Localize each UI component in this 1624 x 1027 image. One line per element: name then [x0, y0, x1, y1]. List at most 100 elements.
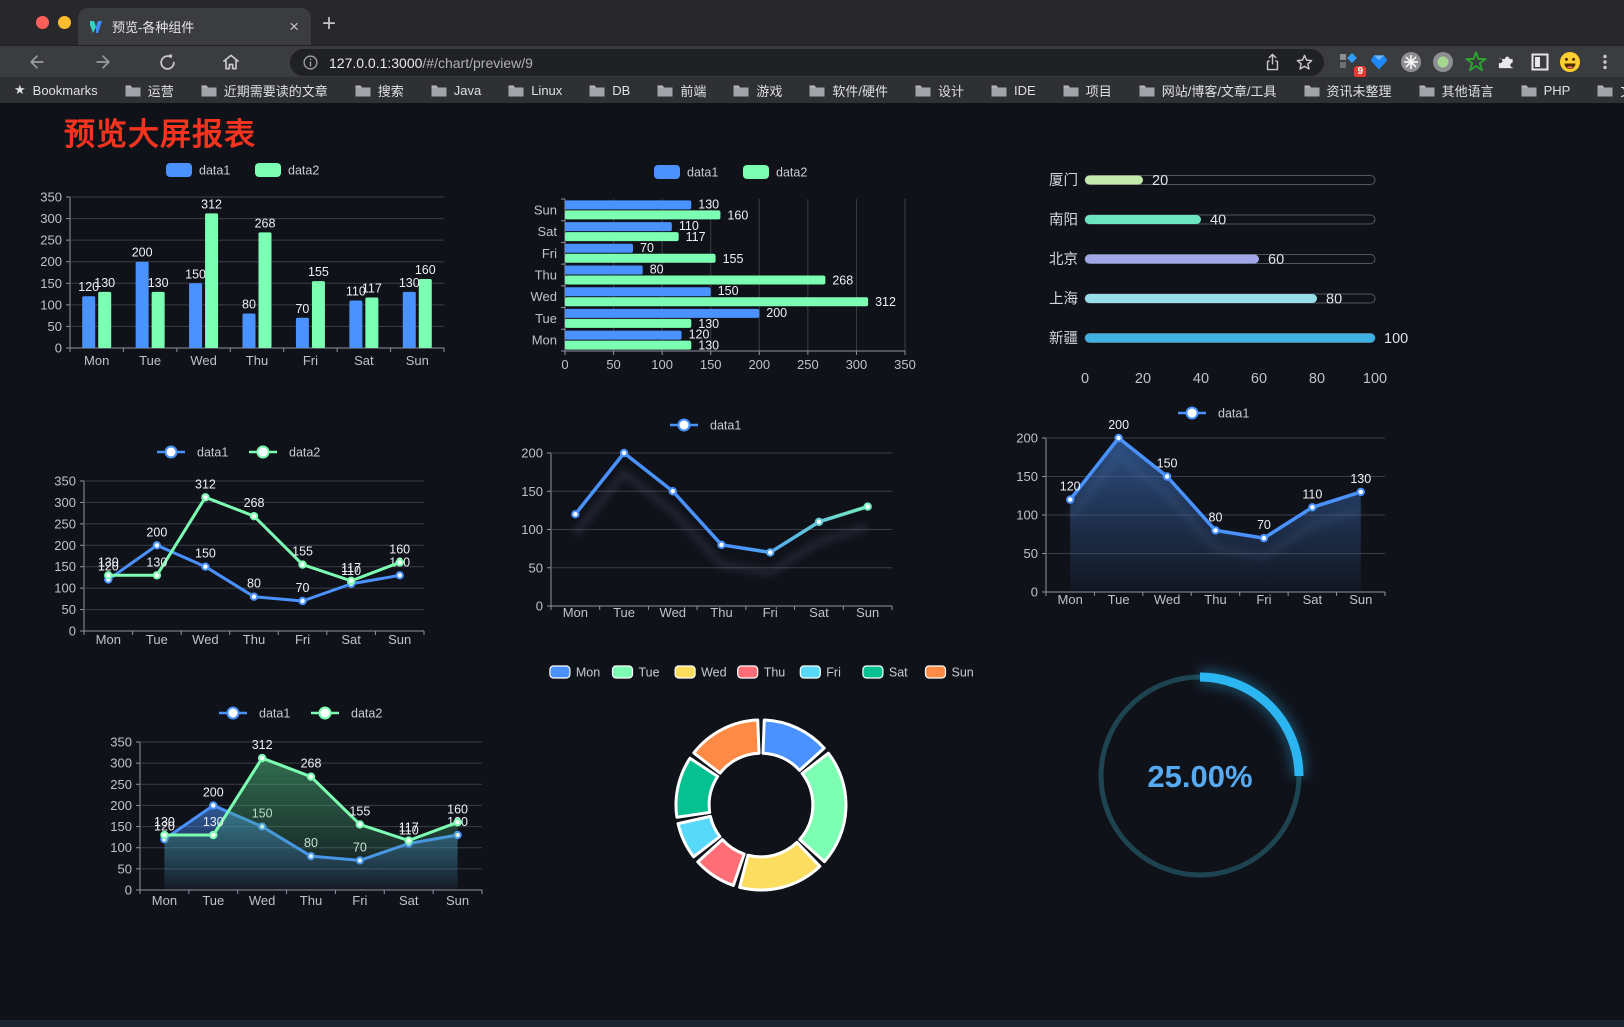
svg-text:0: 0	[125, 883, 132, 898]
chart-horizontal-bar[interactable]: data1 data2 0 50 100 150 200 250 300 350 Sun 130 160…	[500, 145, 925, 380]
bookmark-folder[interactable]: 近期需要读的文章	[201, 81, 328, 100]
svg-text:50: 50	[606, 357, 620, 372]
site-info-icon[interactable]	[302, 54, 319, 71]
svg-text:Wed: Wed	[1154, 592, 1181, 607]
chart-area-single[interactable]: data1 0 50 100 150 200 Mon Tue Wed Thu Fri Sat Sun 12…	[980, 400, 1410, 625]
browser-tab[interactable]: 预览-各种组件 ×	[78, 8, 311, 45]
share-icon[interactable]	[1264, 53, 1281, 72]
svg-text:Tue: Tue	[1108, 592, 1130, 607]
svg-text:350: 350	[110, 735, 132, 750]
bookmark-folder[interactable]: 运营	[125, 81, 174, 100]
browser-menu-button[interactable]	[1592, 49, 1618, 75]
extensions-puzzle-button[interactable]	[1495, 49, 1521, 75]
svg-text:117: 117	[686, 230, 706, 244]
chart-progress-bars[interactable]: 厦门 20 南阳 40 北京 60 上海 80 新疆 100 0 20 40 60 80 100	[990, 150, 1420, 395]
reload-button[interactable]	[154, 49, 180, 75]
url-text[interactable]: 127.0.0.1:3000/#/chart/preview/9	[329, 55, 533, 71]
svg-text:200: 200	[766, 306, 787, 320]
folder-icon	[589, 85, 605, 96]
extension-star-icon[interactable]	[1463, 49, 1489, 75]
svg-text:Wed: Wed	[249, 893, 276, 908]
back-button[interactable]	[24, 49, 50, 75]
page-title: 预览大屏报表	[64, 117, 256, 152]
svg-text:0: 0	[69, 624, 76, 639]
svg-text:100: 100	[110, 840, 132, 855]
svg-text:312: 312	[252, 738, 273, 752]
chart-line-dual[interactable]: data1 data2 0 50 100 150 200 250 300 350 Mon Tue Wed…	[30, 440, 460, 665]
bookmark-folder[interactable]: 网站/博客/文章/工具	[1139, 81, 1277, 100]
svg-text:Sun: Sun	[406, 353, 429, 368]
svg-text:data1: data1	[1218, 407, 1249, 421]
svg-text:160: 160	[415, 263, 436, 277]
svg-text:Sun: Sun	[856, 605, 879, 620]
bookmark-folder[interactable]: PHP	[1521, 83, 1570, 98]
bookmark-folder[interactable]: 项目	[1063, 81, 1112, 100]
svg-text:200: 200	[40, 254, 62, 269]
forward-icon	[96, 55, 110, 69]
svg-text:117: 117	[362, 282, 382, 296]
svg-text:Thu: Thu	[1204, 592, 1226, 607]
bookmark-folder[interactable]: IDE	[991, 83, 1036, 98]
bookmark-folder[interactable]: 其他语言	[1419, 81, 1494, 100]
svg-text:50: 50	[62, 602, 76, 617]
bookmark-folder[interactable]: DB	[589, 83, 630, 98]
bookmark-folder-label: 运营	[147, 83, 174, 99]
bookmarks-bar: ★ Bookmarks 运营 近期需要读的文章 搜索 Java Linux DB 前端 游戏 软…	[0, 77, 1624, 103]
extension-contrast-icon[interactable]	[1527, 49, 1553, 75]
horizontal-bar-canvas: data1 data2 0 50 100 150 200 250 300 350 Sun 130 160…	[531, 165, 916, 372]
svg-text:100: 100	[1363, 371, 1387, 387]
gem-icon	[1370, 55, 1388, 70]
extension-pixel-icon[interactable]: 9	[1336, 49, 1366, 78]
chart-donut[interactable]: Mon Tue Wed Thu Fri Sat Sun	[545, 650, 977, 902]
bookmark-folder[interactable]: Linux	[508, 83, 562, 98]
svg-text:110: 110	[1302, 487, 1322, 501]
extension-emoji-icon[interactable]	[1557, 49, 1583, 75]
svg-text:Sun: Sun	[1349, 592, 1372, 607]
svg-text:130: 130	[203, 815, 224, 829]
svg-text:155: 155	[308, 265, 329, 279]
tab-close-icon[interactable]: ×	[289, 17, 299, 36]
chart-grouped-bar[interactable]: data1 data2 0 50 100 150 200 250 300 350 Mon Tue Wed…	[30, 145, 460, 375]
bookmark-folder[interactable]: 资讯未整理	[1304, 81, 1392, 100]
back-icon	[30, 55, 44, 69]
address-bar[interactable]: 127.0.0.1:3000/#/chart/preview/9	[290, 49, 1324, 76]
extension-dot-icon[interactable]	[1430, 49, 1456, 75]
chart-area-dual[interactable]: data1 data2 0 50 100 150 200 250 300 350 Mon Tue Wed…	[90, 695, 515, 930]
home-button[interactable]	[218, 49, 244, 75]
svg-text:Wed: Wed	[531, 289, 558, 304]
svg-text:Sat: Sat	[537, 224, 557, 239]
extension-gem-icon[interactable]	[1366, 49, 1392, 75]
svg-text:50: 50	[1024, 546, 1038, 561]
extension-badge: 9	[1354, 66, 1366, 78]
bookmark-folder[interactable]: Java	[431, 83, 481, 98]
bookmark-folder[interactable]: 软件/硬件	[809, 81, 888, 100]
bookmarks-manager-button[interactable]: ★ Bookmarks	[14, 82, 98, 98]
folder-icon	[508, 85, 524, 96]
bookmark-folder[interactable]: 设计	[915, 81, 964, 100]
svg-text:0: 0	[55, 341, 62, 356]
reload-icon	[159, 53, 175, 70]
svg-text:Fri: Fri	[295, 632, 310, 647]
snowflake-icon	[1401, 52, 1421, 72]
forward-button[interactable]	[90, 49, 116, 75]
svg-text:80: 80	[1209, 510, 1223, 524]
svg-text:160: 160	[389, 542, 410, 556]
extension-snowflake-icon[interactable]	[1398, 49, 1424, 75]
chart-line-gradient[interactable]: data1 0 50 100 150 200 Mon Tue Wed Thu Fri Sat Sun	[500, 410, 925, 635]
chart-gauge[interactable]: 25.00%	[1085, 655, 1325, 900]
svg-text:120: 120	[78, 280, 99, 294]
svg-text:80: 80	[1309, 371, 1325, 387]
close-button[interactable]	[36, 16, 49, 29]
svg-text:20: 20	[1135, 371, 1151, 387]
minimize-button[interactable]	[58, 16, 71, 29]
svg-text:150: 150	[1016, 469, 1038, 484]
svg-text:上海: 上海	[1049, 291, 1078, 308]
bookmark-folder[interactable]: 搜索	[355, 81, 404, 100]
bookmark-folder[interactable]: 游戏	[733, 81, 782, 100]
new-tab-button[interactable]: +	[322, 10, 337, 37]
bookmark-folder[interactable]: 文件服务器	[1597, 81, 1624, 100]
bookmark-star-icon[interactable]	[1295, 53, 1314, 72]
svg-text:110: 110	[341, 564, 361, 578]
bookmark-folder[interactable]: 前端	[657, 81, 706, 100]
url-host: 127.0.0.1:3000	[329, 54, 423, 71]
